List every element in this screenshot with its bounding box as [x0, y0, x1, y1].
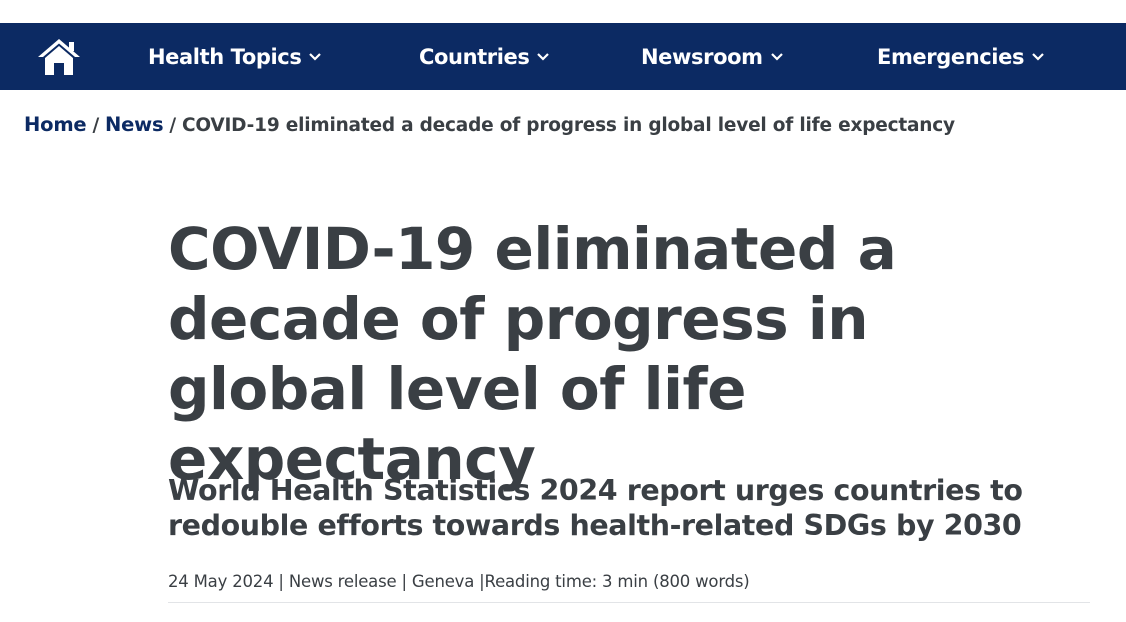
breadcrumb-separator: / — [169, 115, 176, 136]
nav-item-label: Countries — [419, 44, 530, 69]
nav-item-health-topics[interactable]: Health Topics — [148, 23, 322, 90]
breadcrumb-news-link[interactable]: News — [105, 113, 164, 136]
chevron-down-icon — [1032, 52, 1044, 61]
top-navigation-bar: Health Topics Countries Newsroom Emergen… — [0, 23, 1126, 90]
breadcrumb-separator: / — [92, 115, 100, 136]
nav-item-label: Newsroom — [641, 44, 763, 69]
chevron-down-icon — [309, 52, 322, 61]
meta-separator: | — [273, 572, 289, 591]
meta-separator: | — [474, 572, 485, 591]
nav-item-label: Health Topics — [148, 44, 302, 69]
breadcrumb-current: COVID-19 eliminated a decade of progress… — [181, 115, 955, 136]
divider — [168, 602, 1090, 603]
article-location: Geneva — [411, 572, 475, 591]
nav-item-emergencies[interactable]: Emergencies — [877, 23, 1044, 90]
article-date: 24 May 2024 — [168, 572, 274, 591]
nav-item-label: Emergencies — [877, 44, 1025, 69]
home-icon[interactable] — [36, 37, 82, 77]
chevron-down-icon — [537, 52, 550, 61]
breadcrumb-home-link[interactable]: Home — [24, 113, 87, 136]
chevron-down-icon — [770, 52, 783, 61]
nav-item-newsroom[interactable]: Newsroom — [641, 23, 783, 90]
article-reading-time: Reading time: 3 min (800 words) — [484, 572, 750, 591]
meta-separator: | — [396, 572, 412, 591]
article-subtitle: World Health Statistics 2024 report urge… — [168, 474, 1023, 542]
article-type: News release — [288, 572, 397, 591]
breadcrumb: Home / News / COVID-19 eliminated a deca… — [24, 113, 955, 136]
page-title: COVID-19 eliminated a decade of progress… — [168, 215, 897, 493]
nav-item-countries[interactable]: Countries — [419, 23, 550, 90]
article-meta: 24 May 2024 | News release | Geneva |Rea… — [168, 572, 750, 591]
